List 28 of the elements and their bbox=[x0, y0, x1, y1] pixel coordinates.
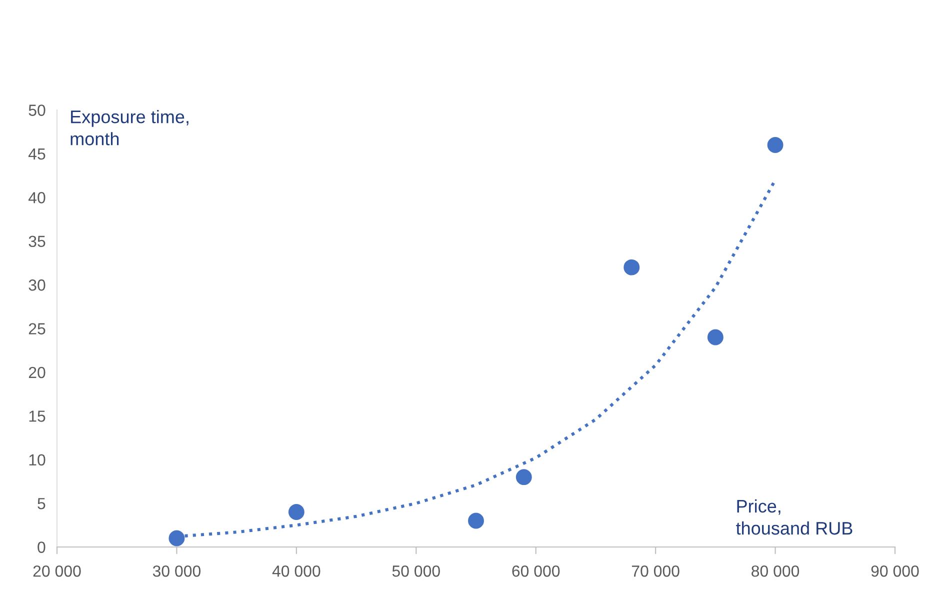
x-tick-label: 70 000 bbox=[632, 565, 680, 577]
y-tick-label: 35 bbox=[28, 236, 46, 248]
point bbox=[624, 259, 640, 276]
x-tick-label: 80 000 bbox=[752, 565, 800, 577]
point bbox=[516, 469, 532, 486]
y-tick-label: 10 bbox=[29, 454, 46, 466]
y-tick-label: 40 bbox=[28, 192, 46, 204]
point bbox=[168, 530, 185, 546]
y-tick-label: 45 bbox=[28, 148, 46, 160]
x-tick-label: 20 000 bbox=[33, 565, 81, 577]
y-tick-label: 5 bbox=[38, 498, 46, 510]
point bbox=[288, 504, 304, 520]
point bbox=[468, 512, 484, 529]
x-tick-label: 40 000 bbox=[272, 565, 320, 577]
x-tick-label: 60 000 bbox=[512, 565, 560, 577]
y-tick-label: 0 bbox=[38, 542, 46, 553]
y-tick-label: 30 bbox=[28, 279, 46, 291]
point bbox=[767, 136, 784, 153]
y-axis-title: Exposure time, month bbox=[70, 110, 188, 146]
x-tick-label: 50 000 bbox=[392, 565, 440, 577]
y-tick-label: 25 bbox=[28, 323, 46, 334]
y-tick-label: 15 bbox=[29, 410, 46, 422]
point bbox=[707, 329, 724, 346]
y-tick-label: 20 bbox=[28, 366, 46, 378]
x-tick-label: 90 000 bbox=[871, 565, 919, 577]
x-axis-title: Price, thousand RUB bbox=[736, 499, 852, 535]
x-tick-label: 30 000 bbox=[152, 565, 201, 577]
y-tick-label: 50 bbox=[28, 104, 46, 116]
